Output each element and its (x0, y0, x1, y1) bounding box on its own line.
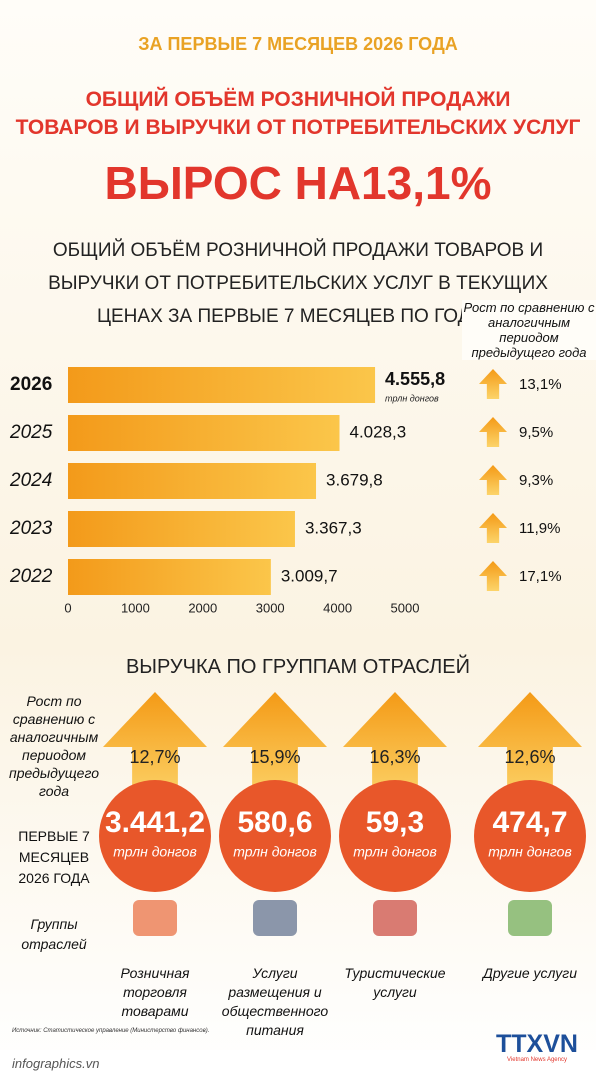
growth-label: 9,3% (519, 472, 553, 489)
x-tick-label: 3000 (256, 600, 285, 615)
group-name: Розничная торговля товарами (120, 965, 190, 1019)
groups-label: Группы отраслей (21, 916, 87, 952)
x-tick-label: 1000 (121, 600, 150, 615)
bar (68, 559, 271, 595)
growth-label: 13,1% (519, 376, 562, 393)
bar (68, 463, 317, 499)
group-growth: 15,9% (249, 747, 300, 767)
bar (68, 367, 376, 403)
x-tick-label: 4000 (323, 600, 352, 615)
x-tick-label: 5000 (391, 600, 420, 615)
growth-arrow (479, 513, 507, 543)
group-icon (373, 900, 417, 936)
group-name: Услуги размещения и общественного питани… (221, 965, 329, 1038)
group-name: Другие услуги (483, 965, 577, 981)
group-icon (508, 900, 552, 936)
value-label: 4.028,3 (350, 422, 407, 441)
group-value: 474,7 (492, 806, 567, 839)
group-arrow (103, 692, 207, 802)
group-icon (133, 900, 177, 936)
period-label: ПЕРВЫЕ 7 МЕСЯЦЕВ 2026 ГОДА (18, 828, 90, 886)
growth-arrow (479, 465, 507, 495)
x-tick-label: 2000 (188, 600, 217, 615)
value-label: 3.009,7 (281, 566, 338, 585)
group-circle (219, 780, 331, 892)
group-circle (339, 780, 451, 892)
y-tick-label: 2026 (10, 374, 52, 395)
period: ЗА ПЕРВЫЕ 7 МЕСЯЦЕВ 2026 ГОДА (138, 34, 458, 54)
group-unit: трлн донгов (113, 844, 197, 860)
value-label: 3.367,3 (305, 518, 362, 537)
y-tick-label: 2025 (9, 422, 53, 443)
unit-label: трлн донгов (385, 393, 439, 403)
value-label: 4.555,8 (385, 369, 445, 389)
group-unit: трлн донгов (488, 844, 572, 860)
group-circle (474, 780, 586, 892)
group-value: 3.441,2 (105, 806, 205, 839)
group-growth: 12,6% (504, 747, 555, 767)
growth-arrow (479, 417, 507, 447)
growth-label: Рост по сравнению с аналогичным периодом… (9, 693, 99, 799)
group-value: 580,6 (237, 806, 312, 839)
y-tick-label: 2024 (9, 470, 52, 491)
section-title: ВЫРУЧКА ПО ГРУППАМ ОТРАСЛЕЙ (125, 656, 471, 678)
bar (68, 511, 295, 547)
headline: ВЫРОС НА13,1% (104, 157, 492, 209)
subject: ТОВАРОВ И ВЫРУЧКИ ОТ ПОТРЕБИТЕЛЬСКИХ УСЛ… (15, 116, 581, 139)
group-name: Туристические услуги (344, 965, 446, 1000)
subject: ОБЩИЙ ОБЪЁМ РОЗНИЧНОЙ ПРОДАЖИ (85, 88, 511, 111)
group-arrow (223, 692, 327, 802)
growth-label: 9,5% (519, 424, 553, 441)
group-icon (253, 900, 297, 936)
x-tick-label: 0 (64, 600, 71, 615)
group-circle (99, 780, 211, 892)
growth-arrow (479, 369, 507, 399)
group-growth: 16,3% (369, 747, 420, 767)
site: infographics.vn (12, 1056, 100, 1071)
agency-logo: TTXVN (496, 1030, 578, 1058)
group-unit: трлн донгов (233, 844, 317, 860)
growth-label: 17,1% (519, 568, 562, 585)
chart-title: ОБЩИЙ ОБЪЁМ РОЗНИЧНОЙ ПРОДАЖИ ТОВАРОВ И … (48, 240, 548, 327)
group-arrow (343, 692, 447, 802)
group-value: 59,3 (366, 806, 424, 839)
group-arrow (478, 692, 582, 802)
y-tick-label: 2023 (9, 518, 53, 539)
bar (68, 415, 340, 451)
agency-full: Vietnam News Agency (507, 1057, 567, 1063)
group-growth: 12,7% (129, 747, 180, 767)
footer-band (0, 1050, 596, 1077)
group-unit: трлн донгов (353, 844, 437, 860)
y-tick-label: 2022 (9, 566, 53, 587)
value-label: 3.679,8 (326, 470, 383, 489)
growth-title: Рост по сравнению с аналогичным периодом… (462, 300, 596, 360)
growth-arrow (479, 561, 507, 591)
source: Источник: Статистическое управление (Мин… (12, 1028, 210, 1034)
growth-label: 11,9% (519, 520, 560, 537)
